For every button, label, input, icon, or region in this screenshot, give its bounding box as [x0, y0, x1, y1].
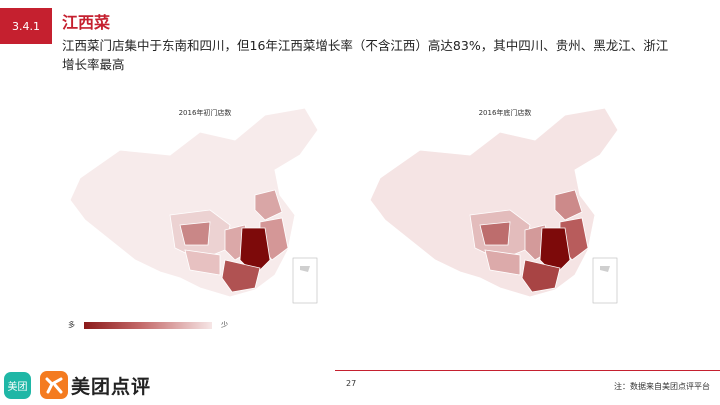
color-legend: 多 少	[68, 318, 238, 332]
page-number: 27	[346, 379, 357, 388]
china-map-start	[69, 107, 319, 304]
brand-badge-icon: 美团	[4, 371, 31, 399]
section-number-badge: 3.4.1	[0, 8, 52, 44]
brand-logo: 美团 美团点评	[4, 370, 151, 400]
map-title-start: 2016年初门店数	[178, 109, 232, 117]
map-start-of-year: 2016年初门店数	[60, 100, 350, 315]
legend-gradient-bar	[84, 321, 212, 329]
page-title: 江西菜	[62, 13, 111, 32]
map-title-end: 2016年底门店数	[478, 109, 532, 117]
page-subtitle: 江西菜门店集中于东南和四川，但16年江西菜增长率（不含江西）高达83%，其中四川…	[62, 38, 669, 72]
brand-name: 美团点评	[71, 375, 152, 398]
china-map-end	[369, 107, 619, 304]
brand-mark-icon	[40, 371, 68, 399]
legend-high-label: 多	[68, 321, 75, 329]
data-source-note: 注：数据来自美团点评平台	[614, 382, 710, 391]
footer-divider	[335, 370, 720, 371]
map-end-of-year: 2016年底门店数	[360, 100, 650, 315]
legend-low-label: 少	[221, 321, 228, 329]
